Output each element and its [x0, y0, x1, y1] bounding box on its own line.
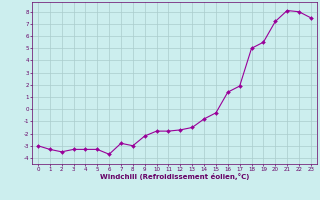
X-axis label: Windchill (Refroidissement éolien,°C): Windchill (Refroidissement éolien,°C)	[100, 173, 249, 180]
